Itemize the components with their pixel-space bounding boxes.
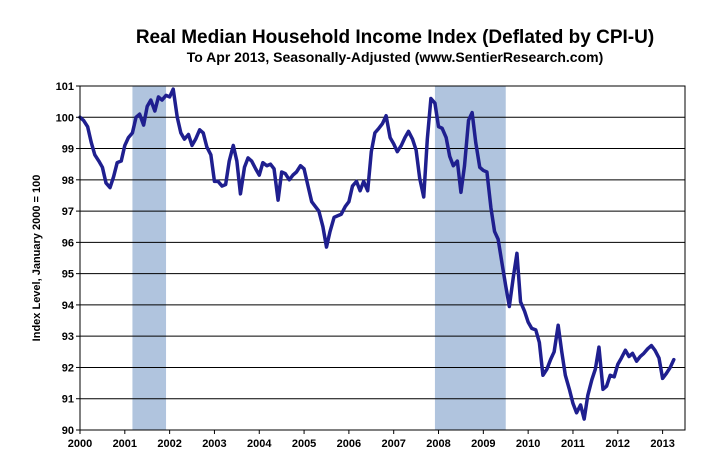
x-tick-label: 2004 bbox=[247, 438, 272, 450]
y-tick-label: 97 bbox=[62, 206, 74, 218]
x-tick-label: 2008 bbox=[426, 438, 450, 450]
x-tick-label: 2007 bbox=[381, 438, 405, 450]
y-tick-label: 91 bbox=[62, 394, 74, 406]
y-tick-label: 94 bbox=[62, 300, 75, 312]
x-tick-label: 2011 bbox=[561, 438, 585, 450]
y-tick-label: 96 bbox=[62, 237, 74, 249]
plot-area bbox=[78, 85, 686, 431]
y-tick-label: 98 bbox=[62, 175, 74, 187]
y-axis: 90 91 92 93 94 95 96 97 98 99 100 101 bbox=[56, 81, 80, 437]
y-tick-label: 101 bbox=[56, 81, 74, 93]
series-line-1 bbox=[78, 87, 676, 421]
y-tick-label: 99 bbox=[62, 144, 74, 156]
chart-title: Real Median Household Income Index (Defl… bbox=[136, 27, 654, 48]
x-tick-label: 2001 bbox=[113, 438, 137, 450]
y-tick-label: 100 bbox=[56, 112, 74, 124]
x-tick-label: 2005 bbox=[292, 438, 316, 450]
x-tick-label: 2006 bbox=[337, 438, 361, 450]
x-tick-label: 2010 bbox=[516, 438, 540, 450]
y-tick-label: 90 bbox=[62, 425, 74, 437]
x-tick-label: 2002 bbox=[157, 438, 181, 450]
x-tick-label: 2009 bbox=[471, 438, 495, 450]
series-layer bbox=[78, 87, 676, 421]
x-axis: 2000 2001 2002 2003 2004 2005 2006 2007 2008 2009… bbox=[68, 430, 675, 450]
plot-border bbox=[79, 85, 686, 431]
plot-background bbox=[80, 86, 685, 430]
y-tick-label: 93 bbox=[62, 331, 74, 343]
chart-subtitle: To Apr 2013, Seasonally-Adjusted (www.Se… bbox=[187, 49, 604, 65]
y-tick-label: 92 bbox=[62, 362, 74, 374]
y-axis-label: Index Level, January 2000 = 100 bbox=[31, 175, 43, 342]
recession-band-1 bbox=[132, 86, 167, 430]
x-tick-label: 2012 bbox=[606, 438, 630, 450]
x-tick-label: 2003 bbox=[202, 438, 226, 450]
x-tick-label: 2013 bbox=[650, 438, 674, 450]
gridlines bbox=[80, 116, 685, 400]
x-tick-label: 2000 bbox=[68, 438, 92, 450]
y-tick-label: 95 bbox=[62, 269, 74, 281]
